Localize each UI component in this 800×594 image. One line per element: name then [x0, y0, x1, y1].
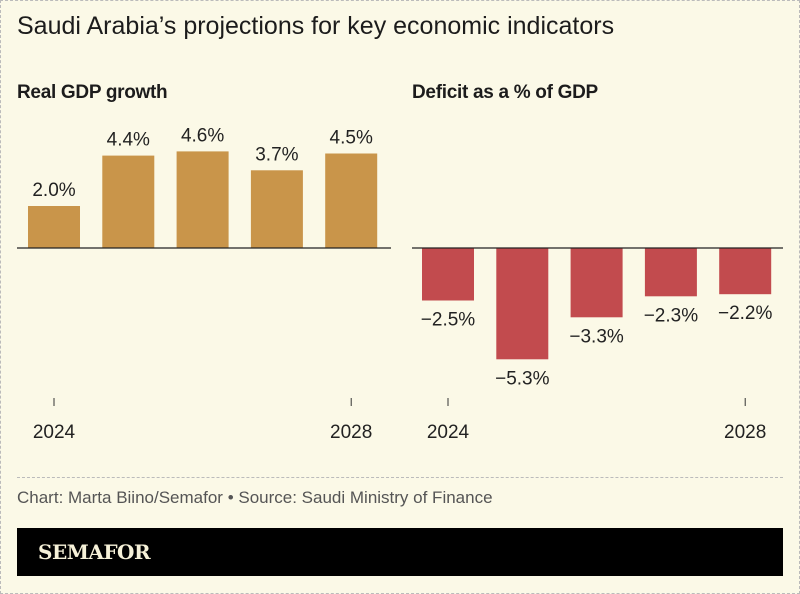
bar-2025	[102, 155, 155, 248]
bar-2024	[28, 206, 80, 248]
bar-2026	[176, 151, 229, 248]
data-label: 4.4%	[107, 130, 150, 151]
data-label: −2.3%	[644, 305, 699, 326]
bar-2025	[496, 248, 549, 360]
source-credit: Chart: Marta Biino/Semafor • Source: Sau…	[17, 488, 493, 507]
deficit-chart-title: Deficit as a % of GDP	[412, 82, 598, 103]
data-label: 2.0%	[32, 180, 75, 201]
bar-2027	[250, 170, 303, 248]
chart-title: Saudi Arabia’s projections for key econo…	[17, 12, 615, 40]
data-label: −2.2%	[718, 303, 773, 324]
gdp-chart-title: Real GDP growth	[17, 82, 168, 103]
semafor-logo: SEMAFOR	[38, 540, 151, 564]
bar-2027	[644, 248, 697, 297]
bar-2024	[422, 248, 474, 301]
data-label: 4.5%	[330, 128, 373, 149]
data-label: −2.5%	[421, 310, 476, 331]
bar-2028	[325, 153, 378, 248]
data-label: 4.6%	[181, 125, 224, 146]
tick-label: 2024	[427, 422, 470, 443]
tick-label: 2028	[330, 422, 372, 443]
bar-2028	[719, 248, 772, 295]
tick-label: 2028	[724, 422, 766, 443]
divider	[17, 477, 783, 478]
bar-2026	[570, 248, 623, 318]
data-label: −5.3%	[495, 368, 550, 389]
tick-label: 2024	[33, 422, 76, 443]
data-label: 3.7%	[255, 144, 298, 165]
brand-bar: SEMAFOR	[17, 528, 783, 576]
data-label: −3.3%	[569, 326, 624, 347]
